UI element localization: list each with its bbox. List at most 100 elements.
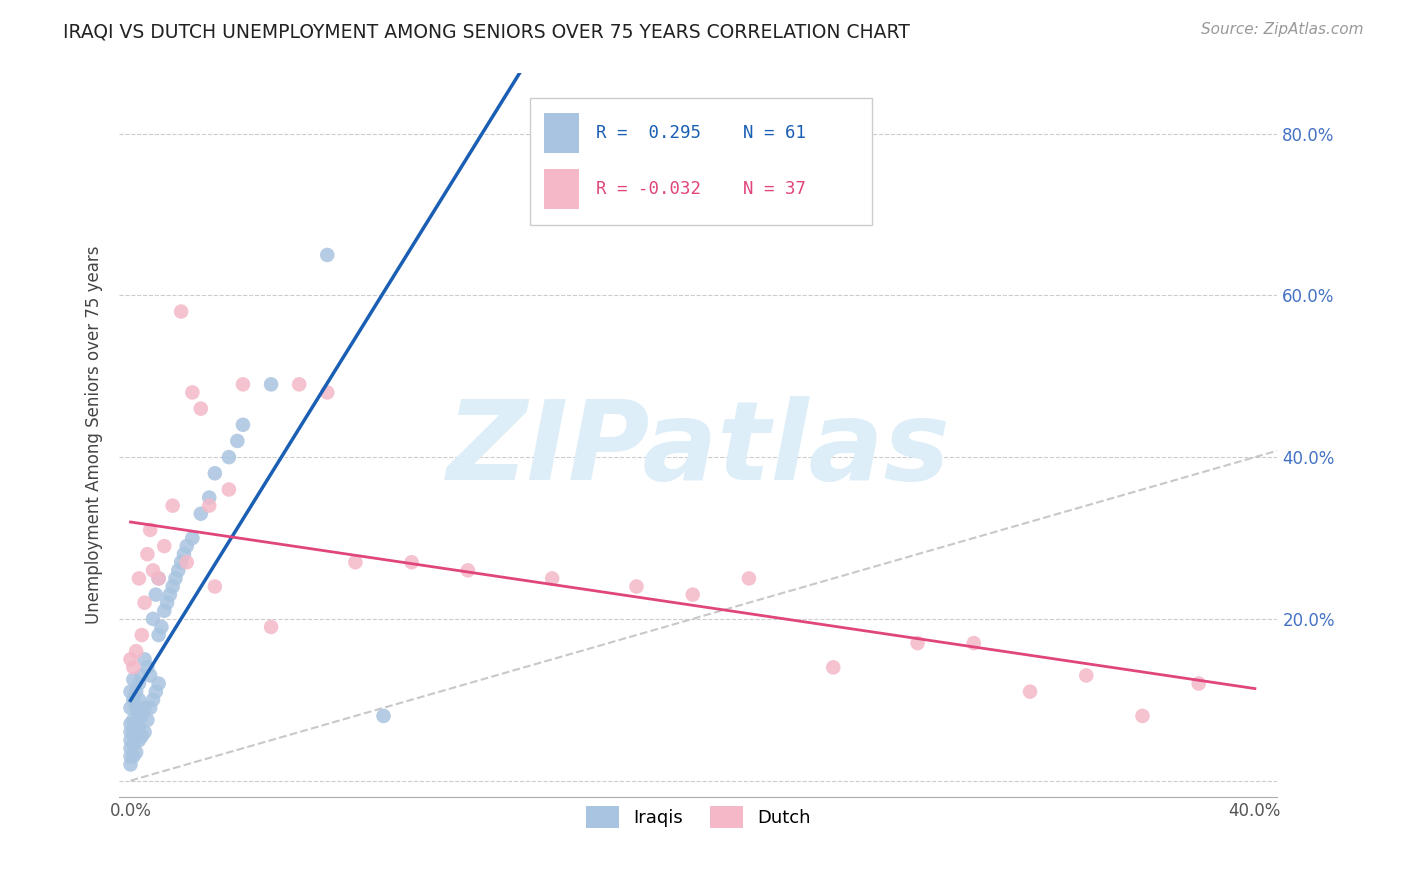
Point	[204, 580, 226, 594]
Point	[139, 523, 162, 537]
Point	[131, 729, 153, 743]
Point	[190, 401, 212, 416]
Point	[122, 713, 145, 727]
Point	[170, 555, 193, 569]
Point	[128, 676, 150, 690]
Point	[626, 580, 648, 594]
Point	[120, 733, 142, 747]
Point	[131, 668, 153, 682]
Point	[142, 692, 165, 706]
Point	[148, 676, 170, 690]
Point	[136, 713, 159, 727]
Point	[131, 628, 153, 642]
Point	[125, 717, 148, 731]
Text: ZIPatlas: ZIPatlas	[447, 396, 950, 503]
Point	[120, 652, 142, 666]
Point	[125, 684, 148, 698]
Point	[120, 684, 142, 698]
Text: IRAQI VS DUTCH UNEMPLOYMENT AMONG SENIORS OVER 75 YEARS CORRELATION CHART: IRAQI VS DUTCH UNEMPLOYMENT AMONG SENIOR…	[63, 22, 910, 41]
Point	[125, 729, 148, 743]
Point	[134, 596, 156, 610]
Point	[128, 733, 150, 747]
Point	[134, 701, 156, 715]
Point	[232, 417, 254, 432]
Point	[260, 377, 283, 392]
Y-axis label: Unemployment Among Seniors over 75 years: Unemployment Among Seniors over 75 years	[86, 245, 103, 624]
Point	[204, 467, 226, 481]
Point	[145, 684, 167, 698]
Point	[122, 749, 145, 764]
Point	[1132, 709, 1154, 723]
Bar	[544, 169, 579, 209]
Point	[148, 628, 170, 642]
Point	[198, 499, 221, 513]
Point	[907, 636, 929, 650]
Point	[316, 248, 339, 262]
Point	[682, 588, 704, 602]
Point	[190, 507, 212, 521]
Point	[128, 721, 150, 735]
Point	[260, 620, 283, 634]
Point	[150, 620, 173, 634]
Legend: Iraqis, Dutch: Iraqis, Dutch	[579, 798, 818, 835]
Point	[1188, 676, 1211, 690]
Point	[226, 434, 249, 448]
Point	[139, 668, 162, 682]
Text: R =  0.295    N = 61: R = 0.295 N = 61	[596, 124, 807, 142]
Point	[173, 547, 195, 561]
Point	[128, 692, 150, 706]
Point	[125, 644, 148, 658]
Point	[120, 757, 142, 772]
Point	[128, 709, 150, 723]
Point	[134, 652, 156, 666]
Point	[344, 555, 367, 569]
Point	[162, 580, 184, 594]
Point	[120, 749, 142, 764]
Point	[181, 531, 204, 545]
Point	[142, 563, 165, 577]
Point	[738, 571, 761, 585]
Point	[125, 701, 148, 715]
Point	[148, 571, 170, 585]
Point	[176, 539, 198, 553]
Point	[167, 563, 190, 577]
Point	[218, 483, 240, 497]
Point	[148, 571, 170, 585]
Point	[122, 692, 145, 706]
Point	[131, 709, 153, 723]
Point	[165, 571, 187, 585]
Point	[198, 491, 221, 505]
Point	[145, 588, 167, 602]
Point	[139, 701, 162, 715]
Point	[125, 745, 148, 759]
Point	[401, 555, 423, 569]
Point	[128, 571, 150, 585]
Point	[156, 596, 179, 610]
Point	[823, 660, 845, 674]
Point	[176, 555, 198, 569]
Point	[218, 450, 240, 464]
Point	[373, 709, 395, 723]
Point	[153, 604, 176, 618]
Point	[120, 717, 142, 731]
Point	[120, 701, 142, 715]
Point	[1019, 684, 1042, 698]
Point	[162, 499, 184, 513]
Text: Source: ZipAtlas.com: Source: ZipAtlas.com	[1201, 22, 1364, 37]
Point	[120, 741, 142, 756]
Point	[457, 563, 479, 577]
Text: R = -0.032    N = 37: R = -0.032 N = 37	[596, 180, 807, 198]
Point	[288, 377, 311, 392]
Bar	[544, 113, 579, 153]
Point	[159, 588, 181, 602]
FancyBboxPatch shape	[530, 98, 872, 225]
Point	[232, 377, 254, 392]
Point	[122, 660, 145, 674]
Point	[1076, 668, 1098, 682]
Point	[122, 725, 145, 739]
Point	[316, 385, 339, 400]
Point	[170, 304, 193, 318]
Point	[541, 571, 564, 585]
Point	[181, 385, 204, 400]
Point	[134, 725, 156, 739]
